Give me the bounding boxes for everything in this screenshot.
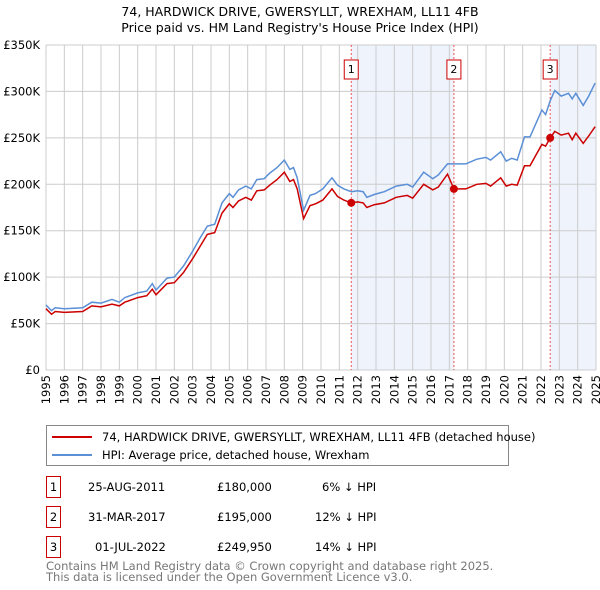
x-tick-label: 2017: [442, 375, 456, 404]
legend: 74, HARDWICK DRIVE, GWERSYLLT, WREXHAM, …: [46, 425, 535, 466]
transaction-price: £249,950: [217, 540, 272, 554]
sale-label: 3: [547, 63, 554, 76]
property-price-line: [45, 126, 596, 316]
transaction-date: 01-JUL-2022: [95, 540, 166, 554]
x-tick-label: 2004: [204, 375, 218, 404]
transaction-price: £180,000: [217, 480, 272, 494]
marker-badge: 3: [46, 536, 61, 558]
x-tick-label: 2011: [332, 375, 346, 404]
legend-red-swatch: [52, 436, 92, 438]
y-tick-label: £0: [25, 363, 40, 377]
transaction-row: 2 31-MAR-2017 £195,000 12% ↓ HPI: [46, 506, 586, 528]
x-tick-label: 2000: [131, 375, 145, 404]
sale-label: 1: [348, 63, 355, 76]
transaction-hpi: 6% ↓ HPI: [322, 480, 377, 494]
x-tick-label: 1997: [76, 375, 90, 404]
sale-point: [347, 198, 356, 207]
legend-blue-swatch: [52, 454, 92, 456]
x-tick-label: 2022: [534, 375, 548, 404]
chart-subtitle: Price paid vs. HM Land Registry's House …: [121, 20, 479, 35]
x-tick-label: 2001: [149, 375, 163, 404]
sale-point: [546, 133, 555, 142]
x-tick-label: 2013: [369, 375, 383, 404]
y-tick-label: £50K: [11, 317, 41, 331]
sale-label: 2: [450, 63, 457, 76]
x-tick-label: 1999: [112, 375, 126, 404]
x-tick-label: 2019: [479, 375, 493, 404]
x-tick-label: 2002: [167, 375, 181, 404]
x-tick-label: 2009: [296, 375, 310, 404]
footer-licence: This data is licensed under the Open Gov…: [46, 570, 413, 584]
x-tick-label: 2015: [406, 375, 420, 404]
footer-copyright: Contains HM Land Registry data © Crown c…: [46, 559, 494, 573]
x-tick-label: 1995: [39, 375, 53, 404]
legend-item-property: 74, HARDWICK DRIVE, GWERSYLLT, WREXHAM, …: [52, 429, 535, 445]
x-tick-label: 2007: [259, 375, 273, 404]
sale-label-box: [446, 59, 462, 80]
legend-item-hpi: HPI: Average price, detached house, Wrex…: [52, 447, 369, 463]
marker-badge: 2: [46, 506, 61, 528]
x-tick-label: 2024: [571, 375, 585, 404]
x-tick-label: 2021: [516, 375, 530, 404]
transaction-row: 3 01-JUL-2022 £249,950 14% ↓ HPI: [46, 536, 586, 558]
transaction-date: 31-MAR-2017: [88, 510, 166, 524]
y-tick-label: £150K: [3, 224, 40, 238]
x-tick-label: 2023: [552, 375, 566, 404]
x-tick-label: 2010: [314, 375, 328, 404]
x-tick-label: 1998: [94, 375, 108, 404]
x-tick-label: 2025: [589, 375, 600, 404]
x-tick-label: 2020: [497, 375, 511, 404]
transaction-hpi: 12% ↓ HPI: [315, 510, 377, 524]
sale-label-box: [542, 59, 558, 80]
legend-label: HPI: Average price, detached house, Wrex…: [102, 448, 370, 462]
chart-title: 74, HARDWICK DRIVE, GWERSYLLT, WREXHAM, …: [121, 4, 479, 19]
transaction-price: £195,000: [217, 510, 272, 524]
transaction-hpi: 14% ↓ HPI: [315, 540, 377, 554]
x-tick-label: 1996: [57, 375, 71, 404]
hpi-line: [45, 82, 596, 312]
sale-label-box: [343, 59, 359, 80]
legend-label: 74, HARDWICK DRIVE, GWERSYLLT, WREXHAM, …: [102, 430, 536, 444]
x-tick-label: 2008: [277, 375, 291, 404]
y-tick-label: £350K: [3, 38, 40, 52]
x-tick-label: 2014: [387, 375, 401, 404]
x-tick-label: 2003: [186, 375, 200, 404]
shaded-range: [550, 45, 596, 370]
price-chart: 1995 1996 1997 1998 1999 2000 2001 2002 2003 2004…: [3, 38, 600, 404]
sale-point: [449, 184, 458, 193]
x-tick-label: 2012: [351, 375, 365, 404]
transaction-row: 1 25-AUG-2011 £180,000 6% ↓ HPI: [46, 476, 586, 498]
x-tick-label: 2016: [424, 375, 438, 404]
x-tick-label: 2005: [222, 375, 236, 404]
y-tick-label: £200K: [3, 177, 40, 191]
y-tick-label: £100K: [3, 270, 40, 284]
y-tick-label: £250K: [3, 131, 40, 145]
x-tick-label: 2006: [241, 375, 255, 404]
marker-badge: 1: [46, 476, 61, 498]
x-tick-label: 2018: [461, 375, 475, 404]
y-tick-label: £300K: [3, 84, 40, 98]
transaction-date: 25-AUG-2011: [88, 480, 166, 494]
